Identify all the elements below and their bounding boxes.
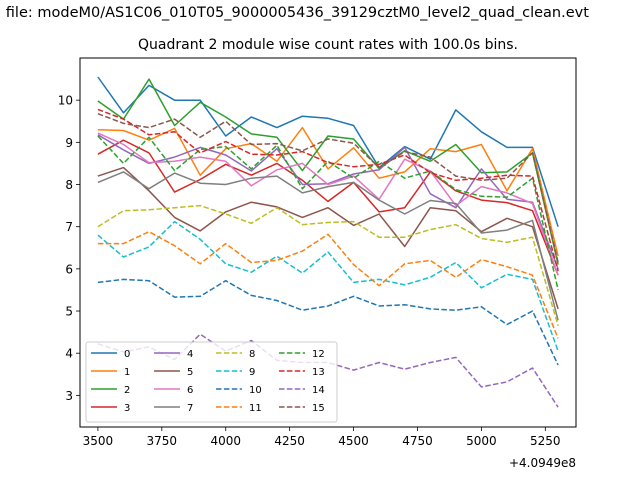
y-tick-label: 10 — [58, 94, 73, 108]
x-tick-label: 4500 — [338, 434, 369, 448]
plot-area — [97, 76, 559, 408]
x-tick-label: 4000 — [210, 434, 241, 448]
x-tick-label: 4250 — [274, 434, 305, 448]
legend-label-0: 0 — [124, 349, 130, 360]
legend-label-5: 5 — [187, 367, 193, 378]
series-line-15 — [97, 112, 559, 263]
series-line-13 — [97, 108, 559, 272]
legend-label-10: 10 — [249, 385, 262, 396]
figure-suptitle: n file: modeM0/AS1C06_010T05_9000005436_… — [0, 5, 589, 21]
axes-title: Quadrant 2 module wise count rates with … — [138, 37, 518, 53]
legend-label-7: 7 — [187, 403, 193, 414]
legend-label-3: 3 — [124, 403, 130, 414]
series-line-9 — [97, 220, 559, 352]
x-tick-label: 3500 — [83, 434, 114, 448]
series-line-12 — [97, 135, 559, 291]
legend-label-1: 1 — [124, 367, 130, 378]
series-line-10 — [97, 278, 559, 366]
legend-label-9: 9 — [249, 367, 255, 378]
y-tick-label: 5 — [65, 305, 73, 319]
axes-frame — [79, 57, 577, 428]
series-line-2 — [97, 78, 559, 265]
series-line-3 — [97, 139, 559, 276]
y-tick-label: 4 — [65, 347, 73, 361]
series-line-5 — [97, 166, 559, 310]
legend-label-13: 13 — [312, 367, 325, 378]
axis-ticks: 3500 3750 4000 4250 4500 4750 5000 525034567891… — [58, 94, 561, 448]
series-line-1 — [97, 126, 559, 257]
legend-label-2: 2 — [124, 385, 130, 396]
series-line-6 — [97, 132, 559, 276]
legend-label-4: 4 — [187, 349, 193, 360]
y-tick-label: 6 — [65, 262, 73, 276]
legend-label-12: 12 — [312, 349, 325, 360]
legend-label-14: 14 — [312, 385, 325, 396]
y-tick-label: 3 — [65, 389, 73, 403]
series-line-7 — [97, 171, 559, 321]
x-tick-label: 5250 — [530, 434, 561, 448]
legend-frame — [85, 341, 338, 423]
series-line-8 — [97, 204, 559, 327]
y-tick-label: 7 — [65, 220, 73, 234]
x-axis-offset-label: +4.0949e8 — [509, 456, 576, 470]
legend-label-15: 15 — [312, 403, 325, 414]
legend-label-6: 6 — [187, 385, 193, 396]
legend-label-8: 8 — [249, 349, 255, 360]
legend-label-11: 11 — [249, 403, 262, 414]
x-tick-label: 3750 — [147, 434, 178, 448]
series-line-0 — [97, 76, 559, 227]
series-line-11 — [97, 230, 559, 339]
y-tick-label: 9 — [65, 136, 73, 150]
x-tick-label: 5000 — [466, 434, 497, 448]
y-tick-label: 8 — [65, 178, 73, 192]
x-tick-label: 4750 — [402, 434, 433, 448]
